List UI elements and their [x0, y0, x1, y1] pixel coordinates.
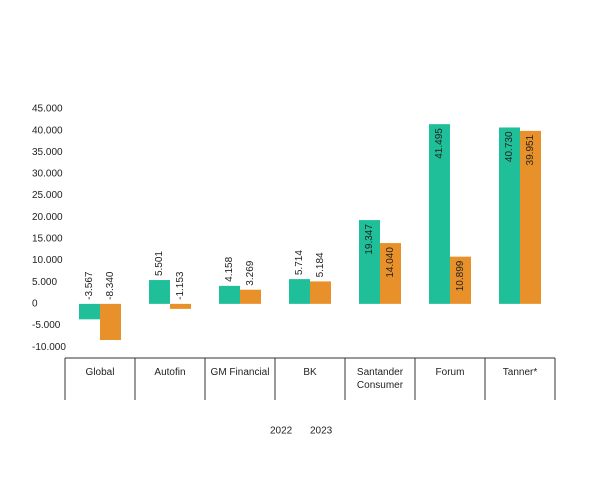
- legend-label: 2022: [270, 426, 293, 437]
- y-tick-label: 20.000: [32, 212, 63, 223]
- x-tick-label: Global: [85, 367, 115, 378]
- value-label: 14.040: [385, 247, 396, 278]
- x-tick-label: Santander Consumer: [356, 367, 404, 391]
- bar: [149, 280, 170, 304]
- bar: [79, 303, 100, 320]
- y-tick-label: 35.000: [32, 147, 63, 158]
- x-tick-label: BK: [303, 367, 317, 378]
- value-label: 5.501: [154, 251, 165, 276]
- value-label: 5.714: [294, 250, 305, 275]
- y-tick-label: 25.000: [32, 190, 63, 201]
- y-tick-label: 45.000: [32, 104, 63, 115]
- legend-label: 2023: [310, 426, 333, 437]
- bar: [100, 303, 121, 340]
- y-tick-label: 30.000: [32, 169, 63, 180]
- bar: [499, 127, 520, 304]
- value-label: 3.269: [245, 260, 256, 285]
- y-tick-label: 0: [32, 299, 38, 310]
- value-label: -8.340: [105, 271, 116, 300]
- x-tick-label: Autofin: [154, 367, 186, 378]
- x-tick-label: GM Financial: [210, 367, 270, 378]
- value-label: -3.567: [84, 271, 95, 300]
- x-tick-label: Forum: [435, 367, 465, 378]
- y-tick-label: -5.000: [32, 320, 61, 331]
- bar: [520, 130, 541, 304]
- value-label: 5.184: [315, 252, 326, 277]
- y-tick-label: -10.000: [32, 342, 66, 353]
- y-tick-label: 40.000: [32, 125, 63, 136]
- bar: [310, 281, 331, 304]
- bar: [429, 124, 450, 304]
- bar: [170, 303, 191, 309]
- bar: [380, 243, 401, 304]
- bar: [289, 279, 310, 304]
- x-tick-label: Tanner*: [502, 367, 538, 378]
- bar: [219, 285, 240, 304]
- y-tick-label: 5.000: [32, 277, 57, 288]
- bar: [450, 256, 471, 304]
- value-label: 40.730: [504, 131, 515, 162]
- y-tick-label: 15.000: [32, 234, 63, 245]
- y-tick-label: 10.000: [32, 255, 63, 266]
- bar: [240, 289, 261, 304]
- value-label: 4.158: [224, 256, 235, 281]
- bar: [359, 220, 380, 304]
- value-label: 41.495: [434, 128, 445, 159]
- value-label: 19.347: [364, 224, 375, 255]
- value-label: 39.951: [525, 134, 536, 165]
- value-label: 10.899: [455, 260, 466, 291]
- value-label: -1.153: [175, 271, 186, 300]
